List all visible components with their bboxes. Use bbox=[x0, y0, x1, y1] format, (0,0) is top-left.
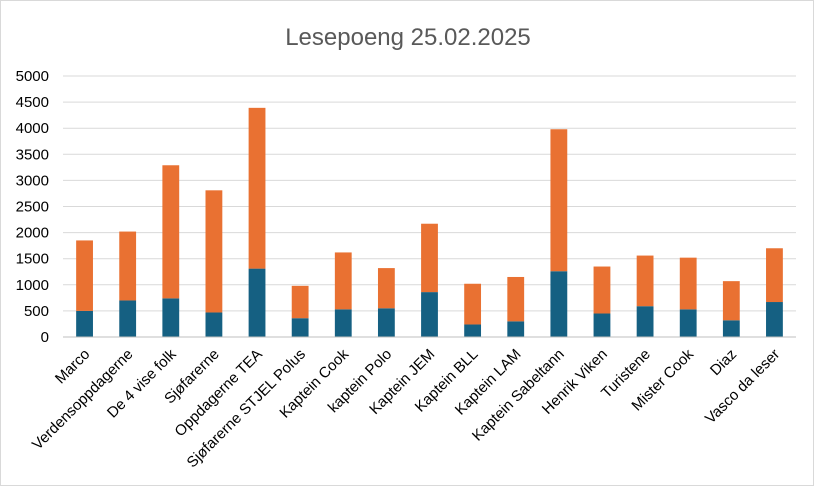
bar-segment-series-1 bbox=[334, 309, 352, 337]
bar-segment-series-1 bbox=[550, 271, 568, 337]
y-tick-label: 0 bbox=[41, 329, 49, 346]
bar-segment-series-2 bbox=[636, 255, 654, 307]
y-axis-ticks: 0 500 1000 1500 2000 2500 3000 3500 4000 4500 5000 bbox=[16, 68, 49, 346]
bar-segment-series-2 bbox=[291, 285, 309, 319]
bar-segment-series-2 bbox=[76, 240, 93, 311]
y-tick-label: 2500 bbox=[16, 199, 49, 216]
bar-segment-series-1 bbox=[464, 324, 482, 337]
bar-segment-series-1 bbox=[291, 318, 309, 337]
gridlines bbox=[63, 75, 796, 312]
bar-segment-series-1 bbox=[377, 308, 395, 337]
x-category-label: Diaz bbox=[707, 346, 740, 379]
bar-segment-series-1 bbox=[205, 312, 223, 337]
bar-segment-series-1 bbox=[421, 292, 438, 337]
bar-segment-series-1 bbox=[76, 310, 93, 337]
y-tick-label: 5000 bbox=[16, 68, 49, 85]
bar-segment-series-1 bbox=[636, 306, 654, 337]
y-tick-label: 4500 bbox=[16, 94, 49, 111]
y-tick-label: 500 bbox=[24, 303, 49, 320]
y-tick-label: 4000 bbox=[16, 120, 49, 137]
bar-segment-series-1 bbox=[507, 321, 525, 337]
y-tick-label: 2000 bbox=[16, 225, 49, 242]
bar-segment-series-1 bbox=[722, 320, 740, 337]
bar-segment-series-1 bbox=[679, 309, 697, 337]
bar-segment-series-2 bbox=[679, 257, 697, 310]
bar-segment-series-2 bbox=[162, 165, 180, 299]
bar-segment-series-2 bbox=[248, 107, 266, 269]
bar-segment-series-1 bbox=[766, 302, 783, 337]
bar-segment-series-2 bbox=[205, 190, 223, 313]
chart-title: Lesepoeng 25.02.2025 bbox=[285, 24, 531, 51]
bar-segment-series-1 bbox=[593, 313, 611, 337]
x-category-label: Marco bbox=[52, 346, 93, 387]
y-tick-label: 3500 bbox=[16, 146, 49, 163]
bar-segment-series-2 bbox=[593, 266, 611, 314]
bars bbox=[76, 107, 783, 337]
bar-segment-series-2 bbox=[421, 223, 438, 293]
bar-segment-series-2 bbox=[507, 276, 525, 322]
bar-segment-series-2 bbox=[119, 231, 137, 301]
y-tick-label: 3000 bbox=[16, 172, 49, 189]
bar-segment-series-2 bbox=[334, 252, 352, 310]
x-category-label: Vasco da leser bbox=[702, 346, 783, 427]
y-tick-label: 1500 bbox=[16, 251, 49, 268]
bar-segment-series-2 bbox=[766, 248, 783, 303]
y-tick-label: 1000 bbox=[16, 277, 49, 294]
bar-segment-series-1 bbox=[119, 300, 137, 337]
bar-segment-series-1 bbox=[248, 268, 266, 337]
bar-segment-series-2 bbox=[550, 129, 568, 272]
bar-segment-series-2 bbox=[464, 283, 482, 325]
bar-segment-series-2 bbox=[377, 268, 395, 309]
bar-segment-series-1 bbox=[162, 298, 180, 337]
bar-segment-series-2 bbox=[722, 281, 740, 321]
